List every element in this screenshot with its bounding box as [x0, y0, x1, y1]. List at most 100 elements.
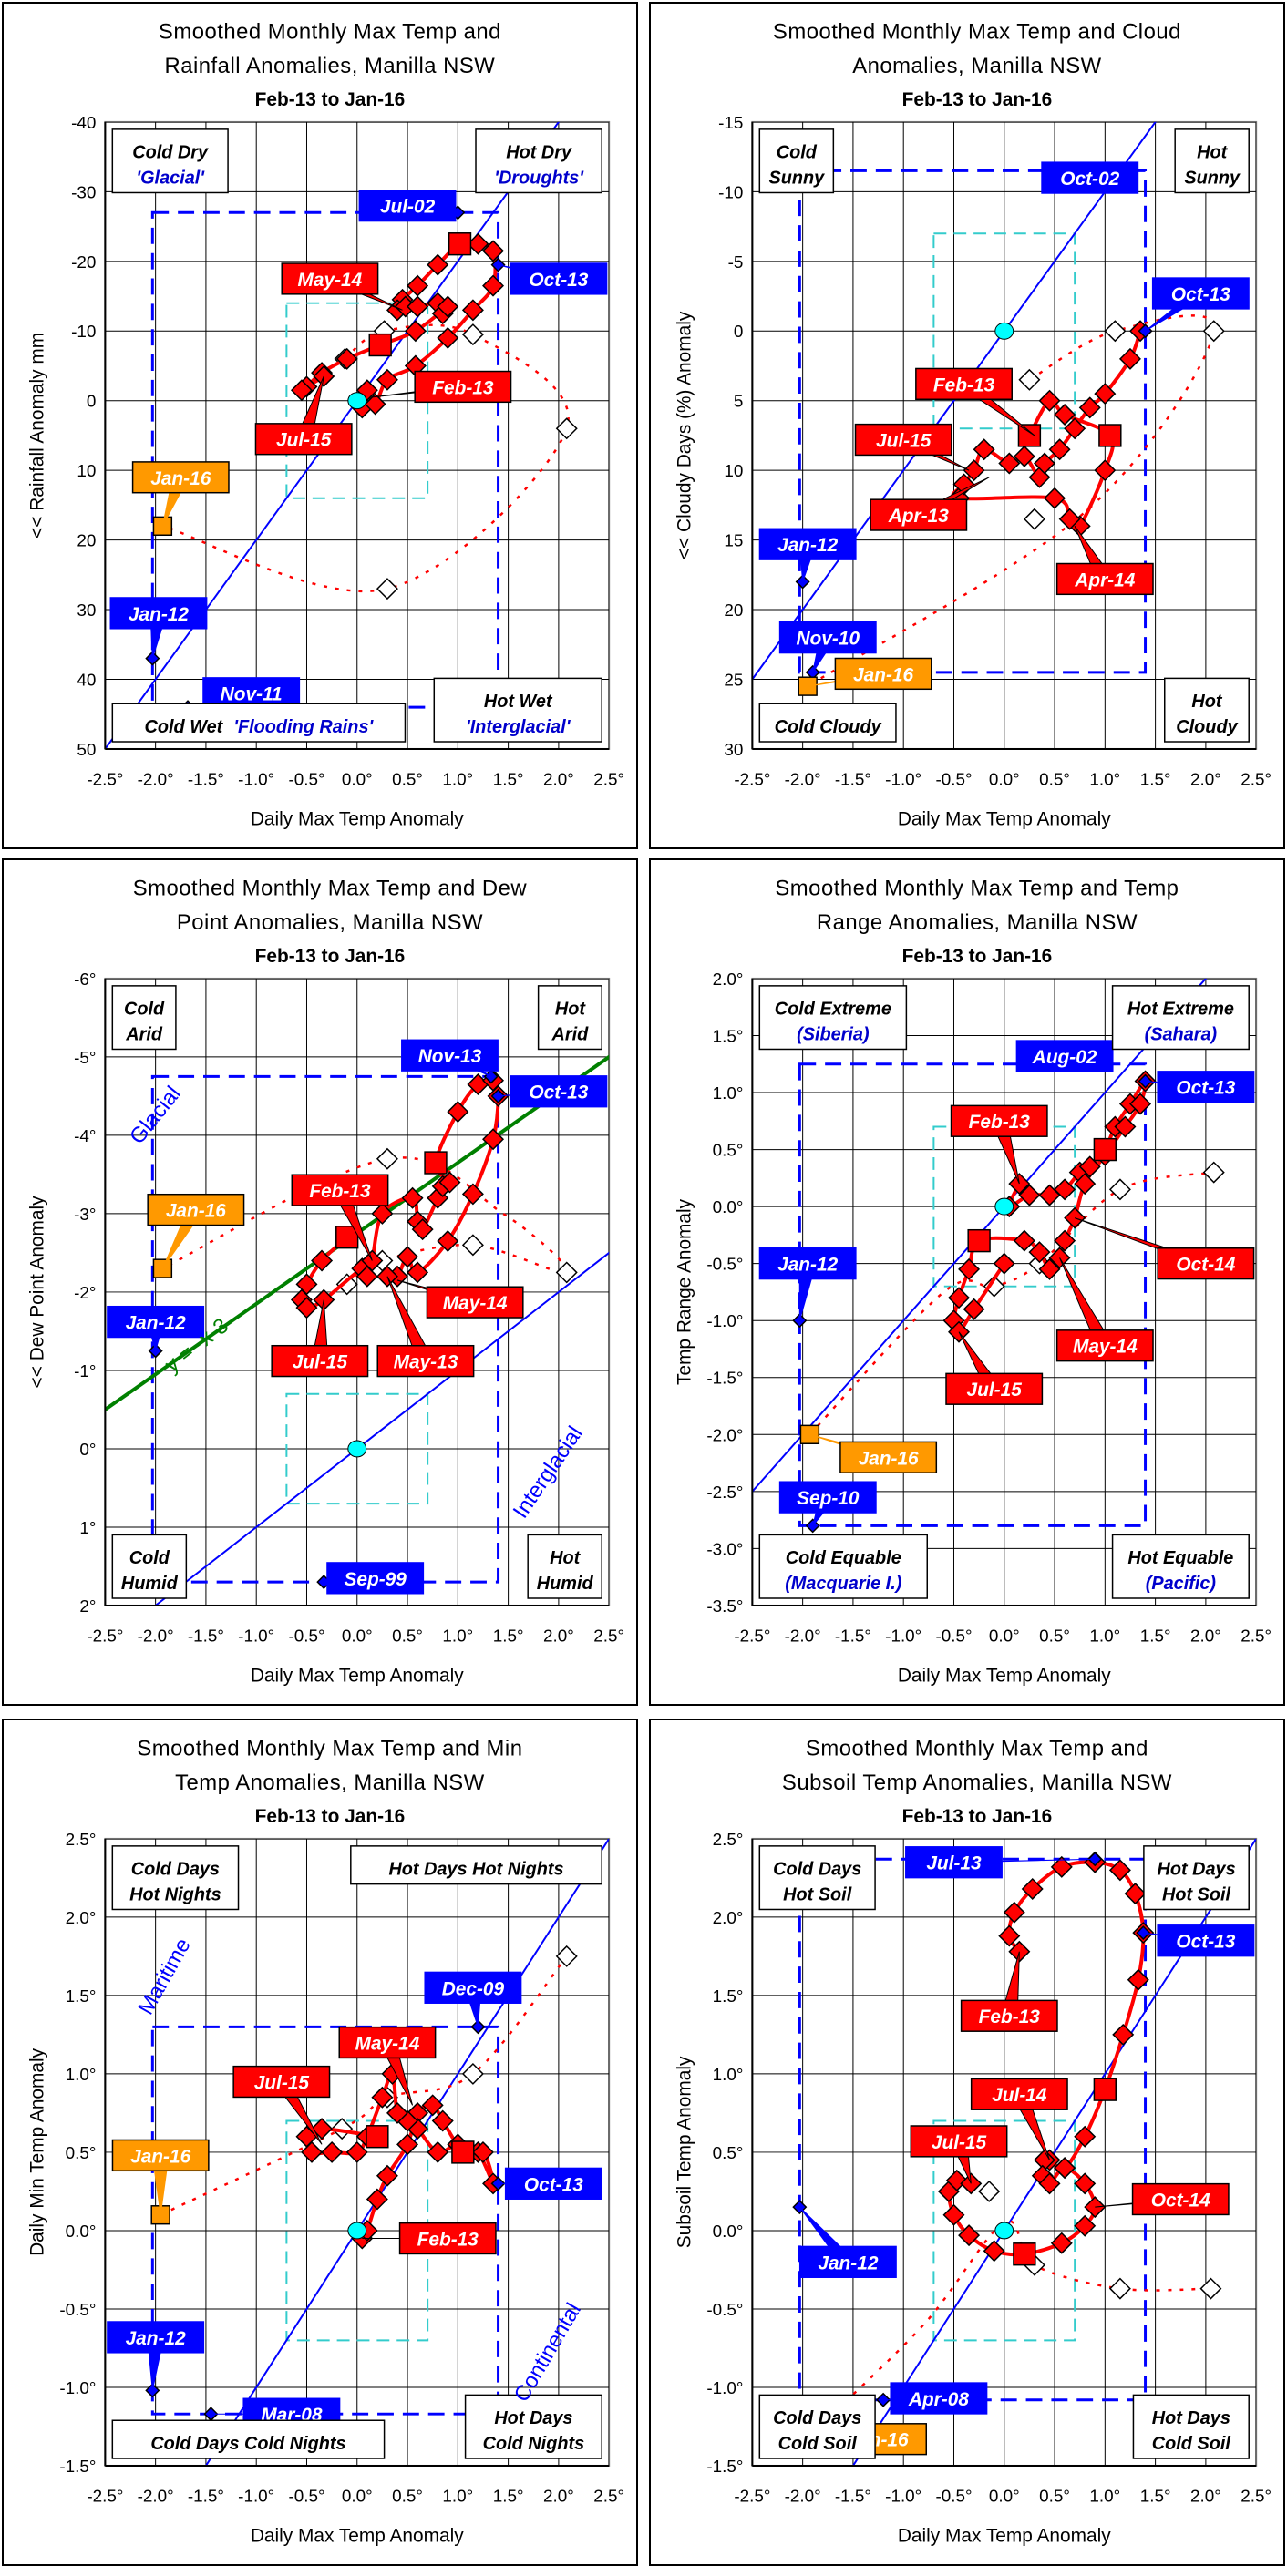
origin-marker [347, 392, 367, 410]
callout-dec-09: Dec-09 [424, 1971, 522, 2027]
x-tick-label: -2.5° [87, 2488, 123, 2507]
quadrant-label-box [537, 985, 602, 1051]
x-tick-label: -2.0° [138, 2488, 174, 2507]
trajectory-point [942, 2203, 965, 2226]
hollow-diamond-point [1018, 368, 1041, 391]
callout-oct-14: Oct-14 [1095, 2182, 1230, 2216]
quadrant-label-line: Cold Wet 'Flooding Rains' [145, 717, 375, 737]
y-tick-label: -1.5° [59, 2458, 96, 2477]
trajectory-point [411, 1218, 434, 1241]
quadrant-label-bottom-left: Cold Equable (Macquarie I.) [758, 1534, 928, 1599]
callout-box [950, 1104, 1048, 1137]
y-tick-label: 2.0° [713, 1909, 744, 1928]
callout-oct-13: Oct-13 [498, 1075, 608, 1108]
quadrant-label-text: Humid [537, 1574, 594, 1594]
callout-box [910, 2125, 1008, 2158]
quadrant-label-box [111, 2419, 386, 2459]
year-marker-square [1017, 424, 1042, 447]
x-tick-label: 1.5° [493, 1627, 524, 1647]
quadrant-label-text: (Pacific) [1146, 1574, 1217, 1594]
x-tick-label: 2.0° [543, 1627, 574, 1647]
callout-label: Feb-13 [979, 2006, 1041, 2027]
x-tick-label: 0.5° [392, 771, 423, 790]
callout-jul-13: Jul-13 [905, 1846, 1096, 1879]
year-marker-square [368, 333, 392, 357]
quadrant-label-box [527, 1534, 602, 1599]
quadrant-label-line: Sunny [768, 169, 825, 189]
callout-box [254, 423, 353, 456]
x-tick-label: 2.5° [593, 1627, 624, 1647]
quadrant-label-box [111, 703, 407, 743]
quadrant-label-box [1143, 1845, 1250, 1911]
quadrant-label-line: Hot Dry [506, 143, 572, 163]
callout-box [1041, 161, 1139, 194]
callout-label: Jan-16 [166, 1201, 226, 1222]
trajectory-point [1044, 487, 1066, 509]
year-marker-square [424, 1151, 448, 1175]
x-tick-label: -0.5° [935, 2488, 972, 2507]
hollow-diamond-point [1023, 508, 1045, 530]
year-marker-square [366, 2125, 389, 2149]
x-tick-label: -1.0° [885, 1627, 921, 1647]
callout-label: Aug-02 [1032, 1047, 1097, 1068]
quadrant-label-text: Cold Days [773, 1860, 861, 1880]
callout-label: Oct-13 [529, 1083, 588, 1103]
quadrant-label-bottom-left: Cold Days Cold Soil [758, 2394, 876, 2459]
callout-label: Oct-14 [1151, 2190, 1210, 2211]
y-tick-label: 20 [77, 532, 96, 551]
quadrant-label-text: (Siberia) [797, 1025, 870, 1045]
trajectory-point [371, 1202, 394, 1225]
hollow-diamond-point [555, 1261, 578, 1284]
callout-label: Jan-12 [126, 1313, 186, 1334]
chart-panel-temp-range: Smoothed Monthly Max Temp and Temp Range … [649, 858, 1285, 1706]
trajectory-point [998, 452, 1021, 475]
x-axis-title: Daily Max Temp Anomaly [898, 1665, 1111, 1686]
quadrant-label-line: 'Glacial' [136, 169, 205, 189]
quadrant-label-text: Hot [555, 1000, 586, 1020]
callout-jul-15: Jul-15 [854, 423, 970, 471]
callout-label: Jan-16 [150, 468, 211, 489]
callout-box [1015, 1040, 1114, 1072]
callout-label: May-14 [298, 270, 363, 291]
callout-jan-12: Jan-12 [758, 1247, 857, 1321]
quadrant-label-text: Hot Days [494, 2408, 572, 2428]
chart-svg: Smoothed Monthly Max Temp and Subsoil Tem… [674, 1736, 1272, 2546]
callout-label: Jan-16 [130, 2146, 190, 2167]
trajectory-point [421, 2094, 444, 2117]
x-tick-label: -0.5° [288, 1627, 324, 1647]
callout-label: Feb-13 [309, 1181, 371, 1202]
chart-panel-subsoil-temp: Smoothed Monthly Max Temp and Subsoil Tem… [649, 1719, 1285, 2566]
trajectory-point [1054, 1178, 1076, 1201]
callout-apr-13: Apr-13 [870, 477, 990, 531]
y-tick-label: 0.0° [66, 2222, 97, 2242]
callout-box [232, 2065, 331, 2099]
y-tick-label: -1° [74, 1362, 96, 1381]
trajectory-point [1048, 438, 1071, 461]
x-tick-label: -2.5° [87, 1627, 123, 1647]
quadrant-label-box [758, 703, 897, 743]
trajectory-point [1108, 1859, 1131, 1882]
quadrant-label-text: Cold [124, 1000, 165, 1020]
chart-title-line: Temp Anomalies, Manilla NSW [175, 1770, 485, 1795]
trajectory-point [1078, 1155, 1101, 1178]
trajectory-point [1050, 1855, 1073, 1878]
quadrant-label-box [111, 985, 177, 1051]
quadrant-label-line: Hot Days [1157, 1860, 1235, 1880]
origin-marker [347, 1440, 367, 1458]
trajectory-point [1021, 1877, 1044, 1900]
quadrant-label-line: Cold Days Cold Nights [150, 2434, 345, 2454]
hollow-diamond-point [1108, 1178, 1131, 1201]
trajectory-point [427, 2140, 449, 2163]
callout-box [915, 367, 1013, 401]
callout-feb-13: Feb-13 [950, 1104, 1048, 1185]
y-tick-label: 0.0° [713, 1198, 744, 1217]
hollow-diamond-point [1202, 1161, 1225, 1184]
callout-box [1157, 1071, 1255, 1103]
callout-jul-15: Jul-15 [254, 375, 353, 456]
chart-subtitle: Feb-13 to Jan-16 [902, 1806, 1053, 1827]
y-tick-label: 1.5° [713, 1027, 744, 1046]
callout-box [504, 2167, 602, 2200]
quadrant-label-line: Sunny [1184, 169, 1241, 189]
y-tick-label: 1.0° [66, 2066, 97, 2085]
quadrant-label-box [111, 1534, 188, 1599]
